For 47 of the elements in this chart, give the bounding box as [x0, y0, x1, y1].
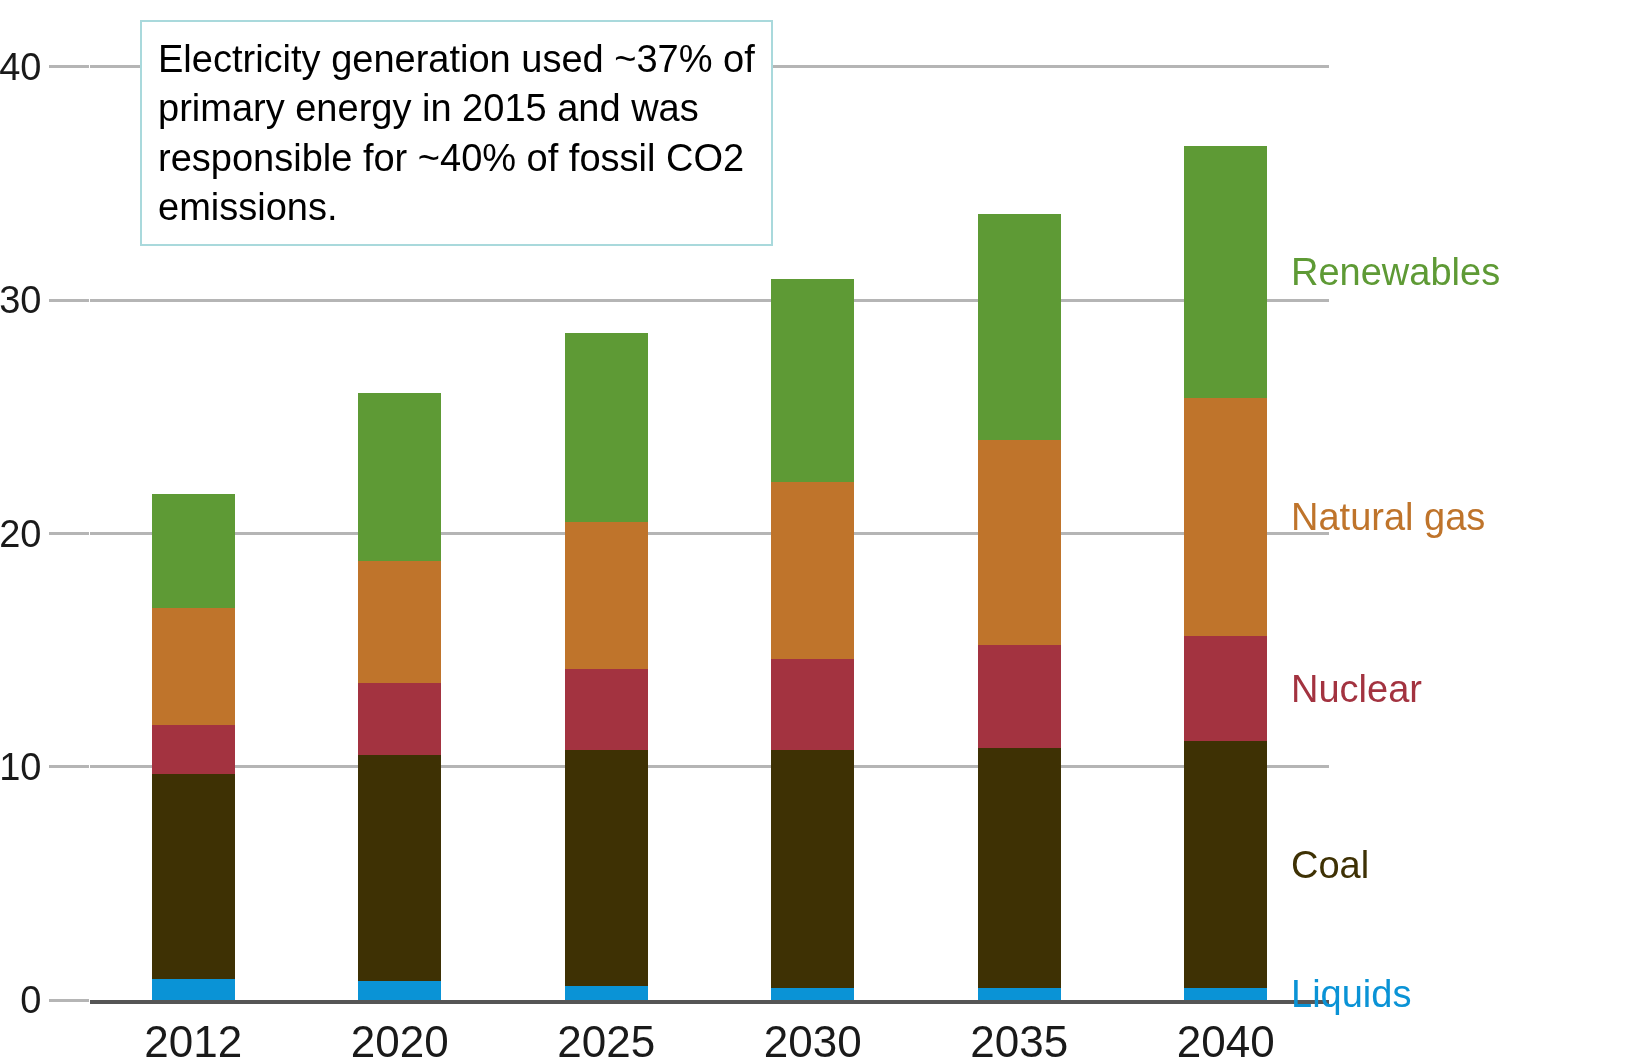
bar [564, 750, 648, 986]
bar [977, 213, 1061, 440]
y-tick-label: 30 [0, 279, 42, 322]
y-tick-label: 10 [0, 745, 42, 788]
series-label: Nuclear [1291, 668, 1423, 710]
x-tick-label: 2025 [557, 1016, 656, 1060]
bar [1184, 636, 1268, 741]
bar [771, 482, 855, 660]
bar [771, 279, 855, 482]
bar [1184, 398, 1268, 636]
bar [564, 668, 648, 751]
bar [358, 561, 442, 683]
bar [358, 981, 442, 1000]
bar [977, 645, 1061, 748]
bar [564, 332, 648, 522]
bar [1184, 988, 1268, 1000]
x-tick-label: 2030 [763, 1016, 862, 1060]
bar [771, 988, 855, 1000]
bar [151, 724, 235, 774]
bar [358, 393, 442, 562]
bar [151, 773, 235, 979]
x-tick-label: 2020 [350, 1016, 449, 1060]
bar [1184, 741, 1268, 989]
bar [1184, 146, 1268, 398]
series-label: Coal [1291, 844, 1370, 886]
bar [977, 748, 1061, 989]
bar [358, 682, 442, 755]
x-tick-label: 2040 [1176, 1016, 1275, 1060]
annotation: Electricity generation used ~37% of primary energy in 2015 and was responsible for ~40% of fossil CO2 emissions. [158, 38, 756, 229]
y-tick-label: 20 [0, 512, 42, 555]
series-label: Liquids [1291, 973, 1412, 1015]
bar [151, 493, 235, 608]
bar [564, 986, 648, 1000]
bar [358, 755, 442, 982]
y-tick-label: 0 [20, 979, 42, 1022]
x-tick-label: 2035 [970, 1016, 1069, 1060]
series-label: Renewables [1291, 251, 1501, 293]
bar [771, 659, 855, 751]
bar [151, 608, 235, 725]
bar [771, 750, 855, 989]
bar [151, 979, 235, 1000]
bar [564, 521, 648, 669]
bar [977, 440, 1061, 646]
y-tick-label: 40 [0, 45, 42, 88]
bar [977, 988, 1061, 1000]
x-tick-label: 2012 [144, 1016, 243, 1060]
series-label: Natural gas [1291, 496, 1486, 538]
